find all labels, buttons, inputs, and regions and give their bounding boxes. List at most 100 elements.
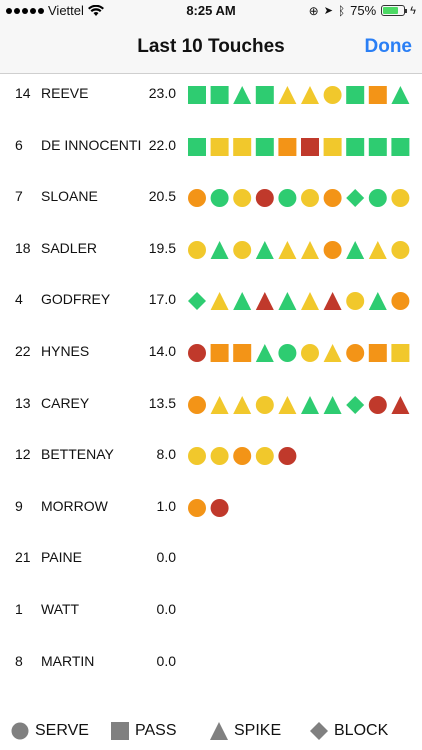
triangle-touch-icon [323,395,342,414]
triangle-touch-icon [368,240,387,259]
legend-serve: SERVE [11,722,89,740]
square-touch-icon [346,137,365,156]
triangle-touch-icon [301,292,319,311]
circle-touch-icon [278,189,297,208]
touch-icons [188,189,410,208]
player-name: SLOANE [41,188,98,205]
player-row[interactable]: 18 SADLER 19.5 [0,229,422,269]
player-score: 0.0 [156,549,176,566]
location-icon: ➤ [323,5,333,17]
player-row[interactable]: 22 HYNES 14.0 [0,332,422,372]
square-touch-icon [233,137,252,156]
circle-touch-icon [368,395,387,414]
circle-touch-icon [346,292,365,311]
diamond-touch-icon [346,395,365,414]
circle-touch-icon [346,344,365,362]
triangle-touch-icon [278,86,297,104]
player-row[interactable]: 8 MARTIN 0.0 [0,642,422,682]
circle-touch-icon [188,447,206,466]
player-row[interactable]: 1 WATT 0.0 [0,590,422,630]
square-touch-icon [323,137,342,156]
player-name: REEVE [41,85,89,101]
touch-icons [188,548,413,570]
triangle-touch-icon [233,292,252,311]
signal-icon [6,7,44,14]
circle-touch-icon [188,189,206,208]
triangle-touch-icon [301,240,319,259]
touch-icons [188,344,410,362]
player-row[interactable]: 21 PAINE 0.0 [0,538,422,578]
square-touch-icon [188,86,206,104]
player-number: 14 [15,85,31,101]
triangle-touch-icon [233,395,252,414]
circle-touch-icon [255,447,274,466]
circle-touch-icon [368,189,387,208]
player-score: 0.0 [156,652,176,669]
square-touch-icon [301,137,319,156]
player-row[interactable]: 13 CAREY 13.5 [0,384,422,424]
player-row[interactable]: 6 DE INNOCENTI 22.0 [0,126,422,166]
square-touch-icon [278,137,297,156]
player-number: 22 [15,343,31,359]
circle-icon [11,722,29,740]
triangle-icon [210,722,228,740]
square-touch-icon [391,137,410,156]
diamond-touch-icon [346,189,365,208]
legend-block-label: BLOCK [334,722,389,739]
player-name: MARTIN [41,652,95,669]
square-touch-icon [368,86,387,104]
player-row[interactable]: 7 SLOANE 20.5 [0,177,422,217]
square-icon [111,722,129,740]
carrier-name: Viettel [48,3,84,18]
square-touch-icon [233,344,252,362]
player-score: 22.0 [148,136,176,153]
circle-touch-icon [278,344,297,362]
circle-touch-icon [323,189,342,208]
legend-spike: SPIKE [210,722,281,740]
square-touch-icon [255,86,274,104]
diamond-icon [310,722,328,740]
status-bar: Viettel 8:25 AM ⊕ ➤ ᛒ 75% ϟ [0,0,422,22]
touch-icons [188,240,410,259]
player-number: 8 [15,652,23,669]
circle-touch-icon [301,344,319,362]
triangle-touch-icon [255,240,274,259]
square-touch-icon [368,344,387,362]
circle-touch-icon [210,447,229,466]
player-name: WATT [41,601,80,617]
legend-pass: PASS [111,722,177,740]
player-number: 12 [15,446,31,463]
legend-block: BLOCK [310,722,388,740]
triangle-touch-icon [301,86,319,104]
player-name: GODFREY [41,291,111,308]
player-row[interactable]: 12 BETTENAY 8.0 [0,435,422,475]
clock: 8:25 AM [186,3,236,18]
player-row[interactable]: 9 MORROW 1.0 [0,487,422,527]
circle-touch-icon [233,189,252,208]
navigation-bar: Last 10 Touches Done [0,22,422,74]
player-row[interactable]: 14 REEVE 23.0 [0,74,422,114]
player-number: 9 [15,497,23,514]
touch-icons [188,600,413,622]
player-number: 13 [15,394,31,411]
player-score: 14.0 [148,343,176,359]
circle-touch-icon [323,240,342,259]
charging-icon: ϟ [410,4,416,17]
circle-touch-icon [391,240,410,259]
done-button[interactable]: Done [364,36,413,57]
triangle-touch-icon [210,240,229,259]
triangle-touch-icon [255,292,274,311]
battery-percent: 75% [350,3,377,18]
touch-icons [188,652,413,674]
player-number: 18 [15,239,31,256]
square-touch-icon [255,137,274,156]
circle-touch-icon [188,395,206,414]
square-touch-icon [391,344,410,362]
player-score: 0.0 [156,601,176,617]
player-row[interactable]: 4 GODFREY 17.0 [0,280,422,320]
bluetooth-icon: ᛒ [337,3,346,18]
touch-icons [188,498,229,517]
triangle-touch-icon [210,292,229,311]
square-touch-icon [210,86,229,104]
square-touch-icon [346,86,365,104]
